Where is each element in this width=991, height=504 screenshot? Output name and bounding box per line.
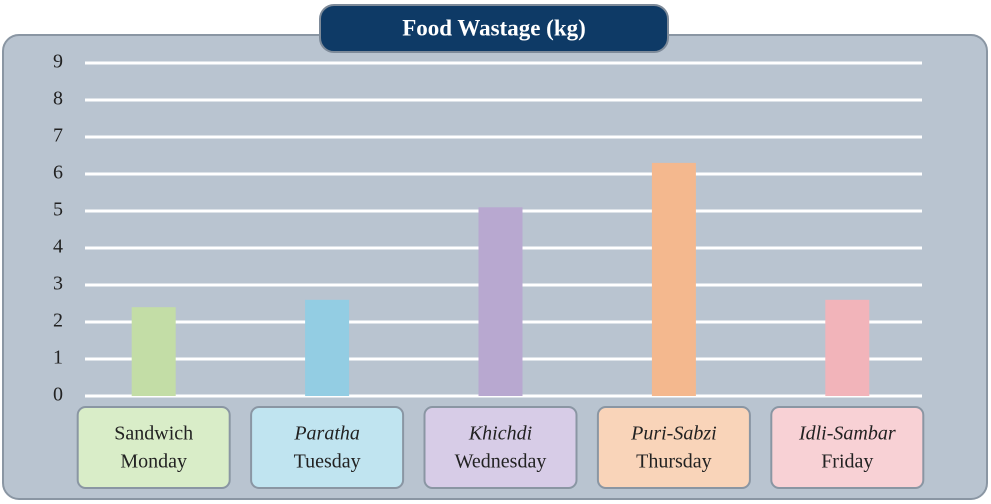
bar bbox=[825, 299, 870, 396]
y-tick-label: 8 bbox=[53, 88, 63, 110]
x-tick-label: Friday bbox=[821, 451, 873, 473]
x-tick-label: Tuesday bbox=[294, 451, 361, 473]
chart-title: Food Wastage (kg) bbox=[402, 15, 586, 40]
dish-label: Paratha bbox=[293, 423, 360, 445]
dish-label: Khichdi bbox=[468, 423, 532, 445]
x-tick-label: Thursday bbox=[636, 451, 712, 473]
dish-label: Puri-Sabzi bbox=[630, 423, 717, 445]
y-tick-label: 6 bbox=[53, 162, 63, 184]
category-box bbox=[76, 406, 231, 489]
y-tick-label: 1 bbox=[53, 347, 63, 369]
y-tick-label: 7 bbox=[53, 125, 63, 147]
y-tick-label: 0 bbox=[53, 384, 63, 406]
bar bbox=[131, 307, 176, 396]
y-tick-label: 4 bbox=[53, 236, 63, 258]
x-tick-label: Wednesday bbox=[455, 451, 547, 473]
dish-label: Sandwich bbox=[114, 423, 193, 445]
category-box bbox=[423, 406, 578, 489]
title-box bbox=[319, 4, 669, 53]
bar bbox=[478, 207, 523, 396]
y-tick-label: 2 bbox=[53, 310, 63, 332]
category-box bbox=[770, 406, 925, 489]
dish-label: Idli-Sambar bbox=[798, 423, 896, 445]
y-tick-label: 5 bbox=[53, 199, 63, 221]
bar bbox=[651, 162, 696, 396]
category-box bbox=[250, 406, 405, 489]
x-tick-label: Monday bbox=[120, 451, 187, 473]
y-tick-label: 9 bbox=[53, 51, 63, 73]
y-tick-label: 3 bbox=[53, 273, 63, 295]
category-box bbox=[596, 406, 751, 489]
bar bbox=[305, 299, 350, 396]
